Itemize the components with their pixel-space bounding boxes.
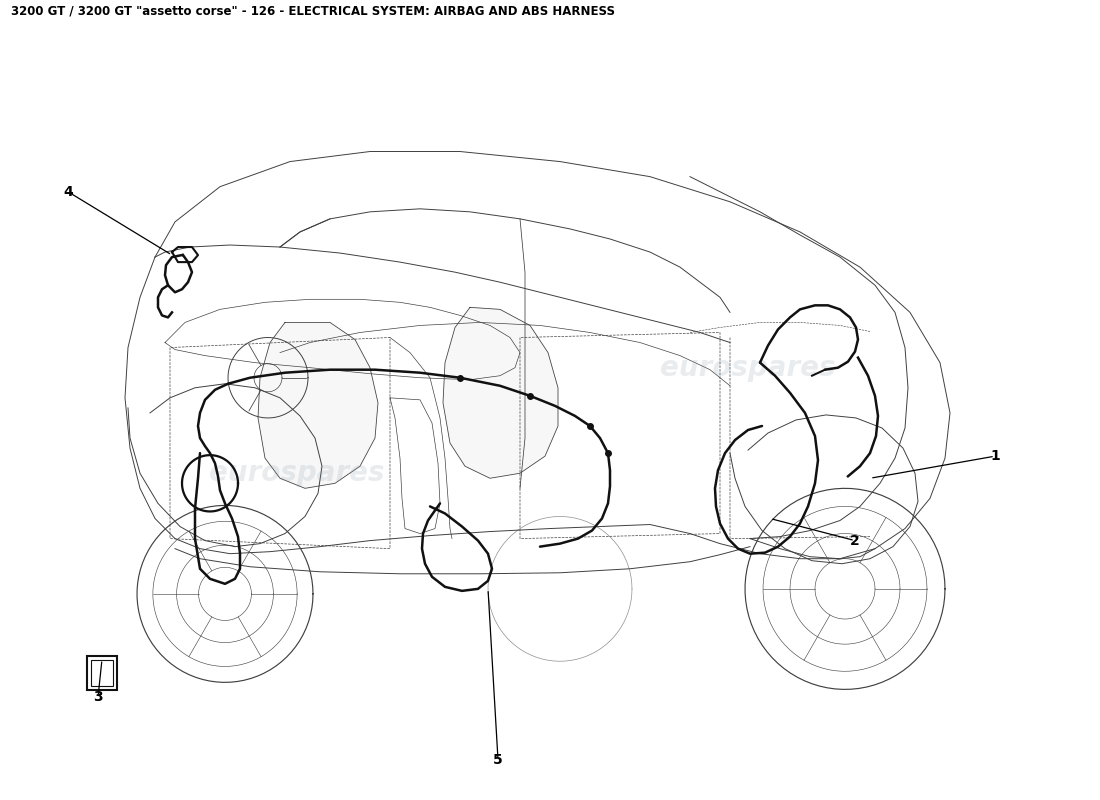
FancyBboxPatch shape (87, 656, 117, 690)
Text: 3: 3 (94, 690, 102, 705)
Text: eurospares: eurospares (660, 354, 836, 382)
Polygon shape (258, 322, 378, 488)
Polygon shape (443, 307, 558, 478)
Text: 3200 GT / 3200 GT "assetto corse" - 126 - ELECTRICAL SYSTEM: AIRBAG AND ABS HARN: 3200 GT / 3200 GT "assetto corse" - 126 … (11, 4, 615, 17)
Text: eurospares: eurospares (209, 458, 385, 486)
FancyBboxPatch shape (91, 660, 113, 686)
Text: 2: 2 (850, 534, 860, 548)
Text: 1: 1 (990, 449, 1000, 463)
Text: 4: 4 (63, 185, 73, 198)
Text: 5: 5 (493, 753, 503, 766)
